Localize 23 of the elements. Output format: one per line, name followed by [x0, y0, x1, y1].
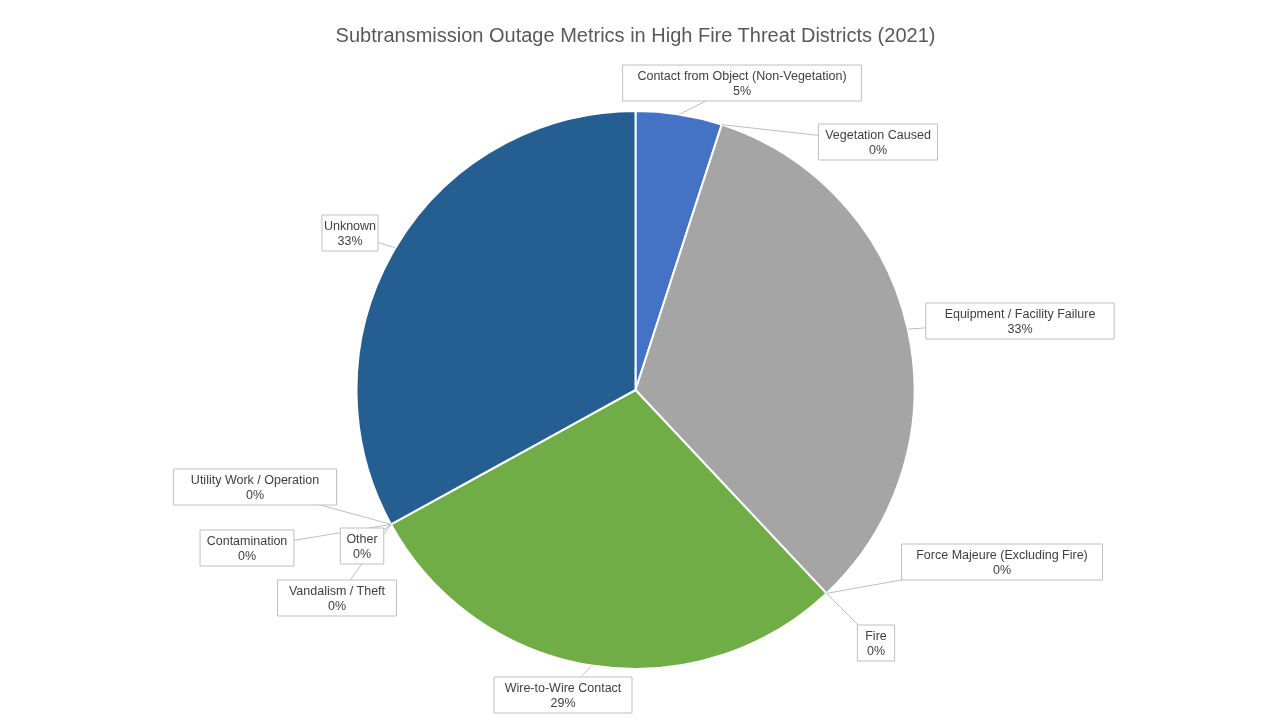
text: 0% — [352, 547, 372, 561]
text: 0% — [327, 599, 347, 613]
text: 0% — [866, 644, 886, 658]
category-label: Vegetation Caused — [825, 128, 931, 142]
chart-title: Subtransmission Outage Metrics in High Fire Threat Districts (2021) — [335, 24, 936, 46]
slice-label: Contact from Object (Non-Vegetation) — [637, 69, 847, 83]
data-label: 29% — [550, 696, 576, 710]
text: 0% — [237, 549, 257, 563]
data-label: 33% — [1007, 322, 1033, 336]
category-label: Fire — [865, 629, 887, 643]
text: 0% — [245, 488, 265, 502]
category-label: Other — [346, 532, 378, 546]
slice-label: Equipment / Facility Failure — [944, 307, 1096, 321]
text: 0% — [868, 143, 888, 157]
category-label: Vandalism / Theft — [288, 584, 386, 598]
slice-label: Wire-to-Wire Contact — [504, 681, 622, 695]
data-label: 5% — [732, 84, 752, 98]
category-label: Contamination — [206, 534, 288, 548]
category-label: Utility Work / Operation — [190, 473, 320, 487]
data-label: 33% — [337, 234, 363, 248]
slice-label: Unknown — [323, 219, 377, 233]
category-label: Force Majeure (Excluding Fire) — [916, 548, 1088, 562]
text: 0% — [992, 563, 1012, 577]
